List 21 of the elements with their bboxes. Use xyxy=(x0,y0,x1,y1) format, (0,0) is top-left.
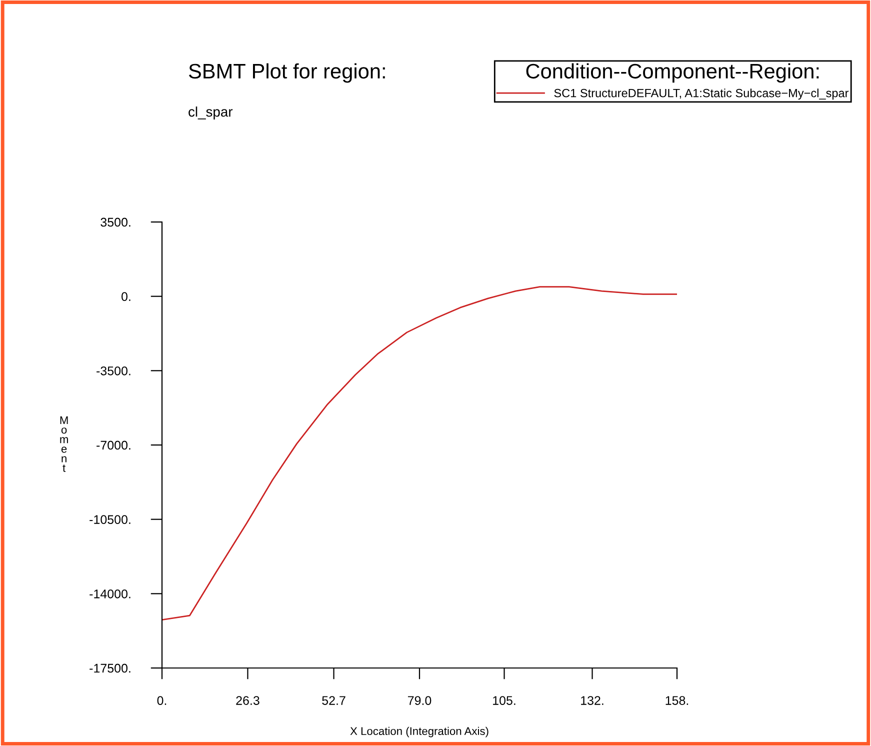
chart-title: SBMT Plot for region: xyxy=(188,63,385,83)
line-series xyxy=(162,286,677,620)
y-tick-label: -17500. xyxy=(90,664,130,673)
x-tick-label: 105. xyxy=(493,696,516,705)
y-tick-label: 0. xyxy=(122,292,130,301)
legend-title: Condition--Component--Region: xyxy=(526,63,819,83)
legend-label: SC1 StructureDEFAULT, A1:Static Subcase−My−cl_spar xyxy=(554,88,849,100)
x-tick-label: 158. xyxy=(666,696,688,705)
y-tick-label: -7000. xyxy=(96,440,130,450)
x-tick-label: 132. xyxy=(581,696,604,705)
chart-subtitle: cl_spar xyxy=(188,106,233,120)
y-tick-label: -14000. xyxy=(90,589,130,598)
y-tick-label: -10500. xyxy=(90,515,130,524)
x-tick-label: 26.3 xyxy=(236,696,260,705)
x-tick-label: 79.0 xyxy=(408,696,432,705)
y-axis-title: Moment xyxy=(60,416,68,472)
y-tick-label: -3500. xyxy=(96,366,130,376)
x-tick-label: 52.7 xyxy=(322,696,346,705)
y-tick-label: 3500. xyxy=(100,218,130,227)
x-axis-title: X Location (Integration Axis) xyxy=(350,726,488,738)
x-tick-label: 0. xyxy=(157,696,166,705)
